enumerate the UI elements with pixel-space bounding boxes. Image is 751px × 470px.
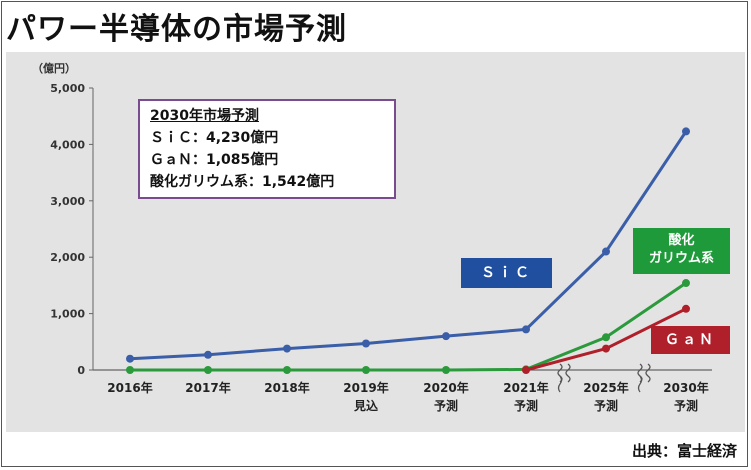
data-point-gallium-oxide	[204, 366, 212, 374]
page-title: パワー半導体の市場予測	[6, 12, 347, 47]
y-tick-label: 5,000	[50, 82, 85, 95]
axis-break-mark	[557, 375, 563, 393]
series-label-gan: ＧａＮ	[651, 326, 730, 354]
annotation-line-sic: ＳｉＣ：4,230億円	[150, 130, 279, 146]
data-point-gan	[602, 344, 610, 353]
data-point-gan	[682, 304, 690, 313]
x-tick-label: 2020年	[423, 380, 468, 395]
source-credit: 出典：富士経済	[631, 442, 737, 460]
x-tick-label: 2018年	[264, 380, 309, 395]
axis-break-mark	[645, 363, 651, 383]
axis-break-mark	[565, 363, 571, 383]
annotation-heading: 2030年市場予測	[150, 108, 259, 124]
x-tick-label: 2017年	[185, 380, 230, 395]
series-line-gallium-oxide	[130, 281, 687, 372]
x-tick-label: 予測	[434, 398, 458, 413]
data-point-sic	[362, 339, 370, 348]
series-line-sic	[129, 130, 688, 361]
data-point-gallium-oxide	[126, 366, 134, 374]
x-tick-label: 予測	[514, 398, 538, 413]
data-point-gallium-oxide	[442, 366, 450, 374]
series-label-gallium-oxide-line2: ガリウム系	[648, 251, 714, 266]
data-point-gallium-oxide	[602, 333, 610, 342]
x-tick-label: 予測	[674, 398, 698, 413]
data-point-gallium-oxide	[283, 366, 291, 374]
forecast-annotation-box: 2030年市場予測 ＳｉＣ：4,230億円 ＧａＮ：1,085億円 酸化ガリウム…	[138, 99, 396, 199]
data-point-sic	[204, 350, 212, 359]
x-tick-label: 2016年	[107, 380, 152, 395]
y-tick-label: 2,000	[50, 251, 85, 264]
x-tick-label: 2025年	[583, 380, 628, 395]
data-point-sic	[283, 344, 291, 353]
data-point-sic	[126, 354, 134, 363]
y-tick-label: 1,000	[50, 308, 85, 321]
y-axis-unit: （億円）	[32, 61, 76, 75]
data-point-gallium-oxide	[682, 279, 690, 288]
axis-break-mark	[637, 375, 643, 393]
series-layer	[126, 127, 690, 374]
series-label-sic: ＳｉＣ	[461, 258, 552, 288]
data-point-gallium-oxide	[362, 366, 370, 374]
data-point-sic	[442, 332, 450, 341]
y-tick-label: 4,000	[50, 138, 85, 151]
annotation-line-gallium-oxide: 酸化ガリウム系：1,542億円	[150, 174, 335, 190]
data-point-sic	[522, 325, 530, 334]
series-label-gallium-oxide: 酸化 ガリウム系	[633, 228, 730, 274]
data-point-gan	[522, 366, 530, 374]
data-point-sic	[602, 247, 610, 256]
data-point-sic	[682, 127, 690, 136]
y-tick-label: 0	[77, 364, 85, 377]
series-label-gallium-oxide-line1: 酸化	[668, 233, 695, 248]
x-tick-label: 予測	[594, 398, 618, 413]
x-tick-label: 見込	[353, 398, 378, 413]
x-tick-label: 2019年	[343, 380, 388, 395]
y-tick-label: 3,000	[50, 195, 85, 208]
x-tick-label: 2021年	[503, 380, 548, 395]
annotation-line-gan: ＧａＮ：1,085億円	[150, 152, 279, 168]
x-tick-label: 2030年	[663, 380, 708, 395]
